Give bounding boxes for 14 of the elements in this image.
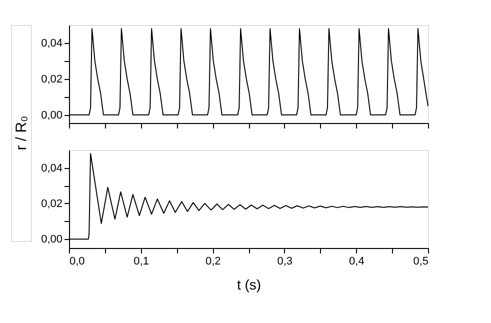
y-tick-label: 0,04 bbox=[41, 37, 62, 50]
x-tick-label: 0,1 bbox=[134, 256, 149, 268]
x-tick-label: 0,2 bbox=[205, 256, 221, 268]
y-tick-label: 0,02 bbox=[41, 73, 62, 86]
y-tick-label: 0,02 bbox=[41, 198, 62, 210]
x-tick-label: 0,4 bbox=[349, 256, 364, 268]
x-axis-title: t (s) bbox=[236, 276, 262, 292]
y-tick-label: 0,00 bbox=[41, 109, 62, 122]
y-axis-title: r / R₀ bbox=[13, 116, 30, 150]
y-tick-label: 0,00 bbox=[41, 234, 62, 246]
x-tick-label: 0,5 bbox=[413, 256, 428, 268]
x-tick-label: 0,3 bbox=[277, 256, 293, 268]
x-tick-label: 0,0 bbox=[70, 256, 85, 268]
y-tick-label: 0,04 bbox=[41, 162, 62, 174]
